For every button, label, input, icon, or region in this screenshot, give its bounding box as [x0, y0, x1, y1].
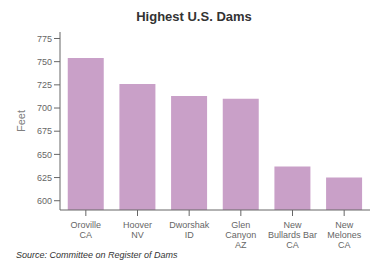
html-text:Source: Committee on Register: Source: Committee on Register of Dams [16, 250, 178, 260]
svg-text:HooverNV: HooverNV [123, 220, 152, 240]
svg-text:750: 750 [37, 57, 52, 67]
svg-text:OrovilleCA: OrovilleCA [71, 220, 102, 240]
svg-text:Feet: Feet [15, 110, 27, 132]
svg-text:625: 625 [37, 173, 52, 183]
svg-text:650: 650 [37, 150, 52, 160]
html-text:Highest U.S. Dams: Highest U.S. Dams [136, 9, 252, 24]
svg-text:NewBullards BarCA: NewBullards BarCA [268, 220, 317, 248]
svg-text:600: 600 [37, 196, 52, 206]
svg-text:775: 775 [37, 34, 52, 44]
svg-text:GlenCanyonAZ: GlenCanyonAZ [225, 220, 256, 248]
svg-text:675: 675 [37, 126, 52, 136]
svg-text:725: 725 [37, 80, 52, 90]
svg-text:NewMelonesCA: NewMelonesCA [327, 220, 362, 248]
svg-text:DworshakID: DworshakID [169, 220, 210, 240]
svg-text:700: 700 [37, 103, 52, 113]
